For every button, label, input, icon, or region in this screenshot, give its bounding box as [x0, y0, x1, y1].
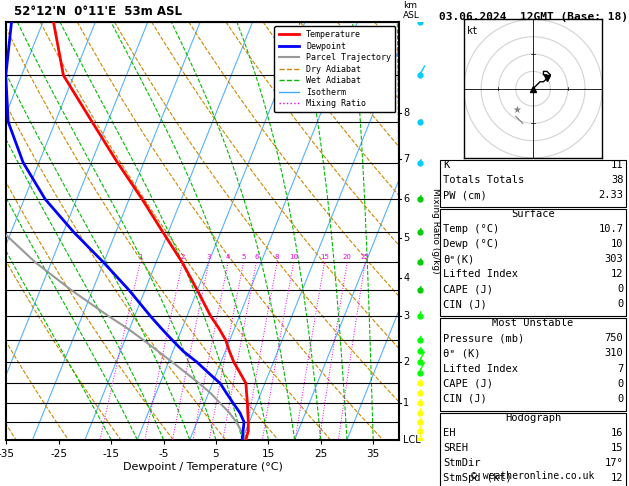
Text: 310: 310 — [604, 348, 623, 359]
Text: StmDir: StmDir — [443, 458, 481, 468]
Text: LCL: LCL — [403, 435, 421, 445]
Text: K: K — [443, 160, 450, 170]
Text: 52°12'N  0°11'E  53m ASL: 52°12'N 0°11'E 53m ASL — [14, 5, 182, 17]
Text: CAPE (J): CAPE (J) — [443, 379, 493, 389]
Legend: Temperature, Dewpoint, Parcel Trajectory, Dry Adiabat, Wet Adiabat, Isotherm, Mi: Temperature, Dewpoint, Parcel Trajectory… — [274, 26, 395, 112]
Text: Most Unstable: Most Unstable — [493, 318, 574, 329]
Text: 15: 15 — [320, 254, 329, 260]
Text: 4: 4 — [403, 273, 409, 283]
Text: 1: 1 — [403, 398, 409, 408]
Text: PW (cm): PW (cm) — [443, 190, 487, 200]
Text: ★: ★ — [512, 105, 521, 115]
Text: 15: 15 — [611, 443, 623, 453]
Text: 1: 1 — [138, 254, 142, 260]
Text: 03.06.2024  12GMT (Base: 18): 03.06.2024 12GMT (Base: 18) — [438, 12, 628, 22]
Text: CIN (J): CIN (J) — [443, 394, 487, 404]
Text: Hodograph: Hodograph — [505, 413, 561, 423]
Text: CAPE (J): CAPE (J) — [443, 284, 493, 295]
Text: 5: 5 — [242, 254, 246, 260]
Text: 0: 0 — [617, 379, 623, 389]
Text: 38: 38 — [611, 175, 623, 185]
Text: 12: 12 — [611, 473, 623, 483]
Text: EH: EH — [443, 428, 456, 438]
Text: Temp (°C): Temp (°C) — [443, 224, 499, 234]
Text: 303: 303 — [604, 254, 623, 264]
Text: 750: 750 — [604, 333, 623, 344]
Text: 16: 16 — [611, 428, 623, 438]
Text: Totals Totals: Totals Totals — [443, 175, 525, 185]
Text: Pressure (mb): Pressure (mb) — [443, 333, 525, 344]
Text: 8: 8 — [403, 108, 409, 118]
Text: θᵉ (K): θᵉ (K) — [443, 348, 481, 359]
Text: Dewp (°C): Dewp (°C) — [443, 239, 499, 249]
Text: Lifted Index: Lifted Index — [443, 269, 518, 279]
Text: 2: 2 — [181, 254, 185, 260]
Text: 7: 7 — [403, 154, 409, 164]
Text: 6: 6 — [403, 194, 409, 204]
Text: 4: 4 — [226, 254, 230, 260]
Text: 2.33: 2.33 — [598, 190, 623, 200]
Text: 20: 20 — [343, 254, 352, 260]
Text: 2: 2 — [403, 357, 409, 367]
Text: 3: 3 — [206, 254, 211, 260]
Text: StmSpd (kt): StmSpd (kt) — [443, 473, 512, 483]
Text: CIN (J): CIN (J) — [443, 299, 487, 310]
Text: 10: 10 — [289, 254, 298, 260]
Text: 0: 0 — [617, 299, 623, 310]
Text: km
ASL: km ASL — [403, 1, 420, 20]
Text: 8: 8 — [275, 254, 279, 260]
Text: 3: 3 — [403, 311, 409, 321]
Text: 7: 7 — [617, 364, 623, 374]
Text: 0: 0 — [617, 284, 623, 295]
Text: 5: 5 — [403, 233, 409, 243]
Text: kt: kt — [467, 26, 479, 36]
Text: 12: 12 — [611, 269, 623, 279]
Text: Mixing Ratio (g/kg): Mixing Ratio (g/kg) — [431, 188, 440, 274]
Text: 17°: 17° — [604, 458, 623, 468]
Text: 10: 10 — [611, 239, 623, 249]
X-axis label: Dewpoint / Temperature (°C): Dewpoint / Temperature (°C) — [123, 462, 283, 471]
Text: θᵉ(K): θᵉ(K) — [443, 254, 475, 264]
Text: Lifted Index: Lifted Index — [443, 364, 518, 374]
Text: 0: 0 — [617, 394, 623, 404]
Text: Surface: Surface — [511, 209, 555, 219]
Text: © weatheronline.co.uk: © weatheronline.co.uk — [471, 471, 595, 481]
Text: 11: 11 — [611, 160, 623, 170]
Text: 6: 6 — [254, 254, 259, 260]
Text: 25: 25 — [360, 254, 369, 260]
Text: 10.7: 10.7 — [598, 224, 623, 234]
Text: SREH: SREH — [443, 443, 469, 453]
